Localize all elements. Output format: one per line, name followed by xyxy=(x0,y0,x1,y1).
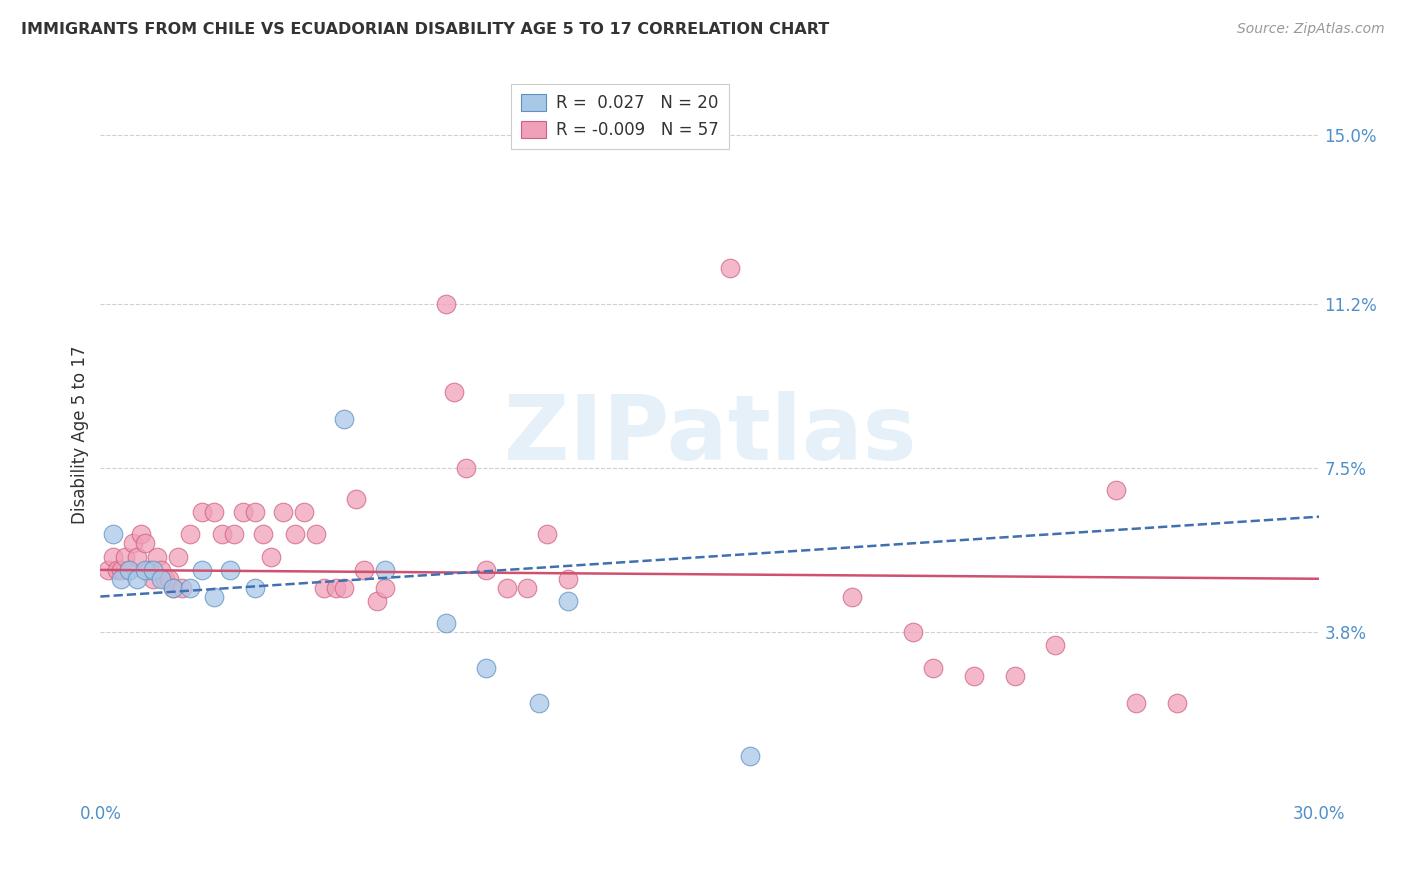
Point xyxy=(284,527,307,541)
Point xyxy=(454,460,477,475)
Point xyxy=(121,536,143,550)
Point xyxy=(134,536,156,550)
Point xyxy=(191,505,214,519)
Point xyxy=(333,412,356,426)
Point xyxy=(312,581,335,595)
Text: IMMIGRANTS FROM CHILE VS ECUADORIAN DISABILITY AGE 5 TO 17 CORRELATION CHART: IMMIGRANTS FROM CHILE VS ECUADORIAN DISA… xyxy=(21,22,830,37)
Point xyxy=(1125,696,1147,710)
Point xyxy=(536,527,558,541)
Point xyxy=(443,385,465,400)
Point xyxy=(495,581,517,595)
Point xyxy=(516,581,538,595)
Point xyxy=(434,616,457,631)
Point xyxy=(305,527,328,541)
Point xyxy=(292,505,315,519)
Text: Source: ZipAtlas.com: Source: ZipAtlas.com xyxy=(1237,22,1385,37)
Point xyxy=(155,572,177,586)
Point xyxy=(105,563,128,577)
Point xyxy=(170,581,193,595)
Point xyxy=(211,527,233,541)
Point xyxy=(325,581,347,595)
Point xyxy=(718,261,741,276)
Point xyxy=(101,527,124,541)
Point xyxy=(557,572,579,586)
Point xyxy=(963,669,986,683)
Point xyxy=(271,505,294,519)
Point xyxy=(434,296,457,310)
Point xyxy=(118,563,141,577)
Point xyxy=(1004,669,1026,683)
Point xyxy=(557,594,579,608)
Point xyxy=(142,563,165,577)
Legend: R =  0.027   N = 20, R = -0.009   N = 57: R = 0.027 N = 20, R = -0.009 N = 57 xyxy=(510,84,728,149)
Point xyxy=(374,563,396,577)
Point xyxy=(344,491,367,506)
Point xyxy=(162,581,184,595)
Text: ZIPatlas: ZIPatlas xyxy=(503,391,917,479)
Point xyxy=(162,581,184,595)
Point xyxy=(150,563,173,577)
Point xyxy=(110,572,132,586)
Point xyxy=(150,572,173,586)
Point xyxy=(166,549,188,564)
Point xyxy=(841,590,863,604)
Point xyxy=(125,572,148,586)
Point xyxy=(224,527,246,541)
Point xyxy=(366,594,388,608)
Point xyxy=(129,527,152,541)
Point xyxy=(118,563,141,577)
Point xyxy=(101,549,124,564)
Point xyxy=(202,590,225,604)
Point xyxy=(125,549,148,564)
Point xyxy=(114,549,136,564)
Point xyxy=(243,581,266,595)
Point xyxy=(333,581,356,595)
Point xyxy=(353,563,375,577)
Point xyxy=(475,563,498,577)
Point xyxy=(260,549,283,564)
Point xyxy=(179,581,201,595)
Y-axis label: Disability Age 5 to 17: Disability Age 5 to 17 xyxy=(72,345,89,524)
Point xyxy=(232,505,254,519)
Point xyxy=(1166,696,1188,710)
Point xyxy=(110,563,132,577)
Point xyxy=(191,563,214,577)
Point xyxy=(1105,483,1128,497)
Point xyxy=(179,527,201,541)
Point xyxy=(475,660,498,674)
Point xyxy=(142,572,165,586)
Point xyxy=(740,749,762,764)
Point xyxy=(922,660,945,674)
Point xyxy=(527,696,550,710)
Point xyxy=(134,563,156,577)
Point xyxy=(138,563,160,577)
Point xyxy=(219,563,242,577)
Point xyxy=(1045,638,1067,652)
Point xyxy=(243,505,266,519)
Point xyxy=(374,581,396,595)
Point xyxy=(202,505,225,519)
Point xyxy=(146,549,169,564)
Point xyxy=(159,572,181,586)
Point xyxy=(252,527,274,541)
Point xyxy=(97,563,120,577)
Point xyxy=(901,625,924,640)
